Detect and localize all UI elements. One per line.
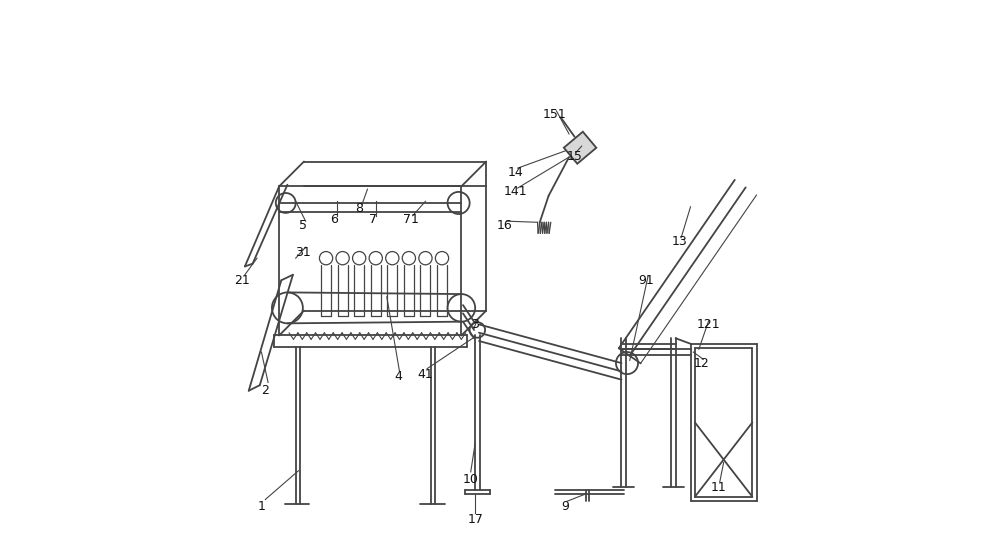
Text: 14: 14 xyxy=(508,166,523,179)
Text: 7: 7 xyxy=(369,213,377,226)
Text: 1: 1 xyxy=(258,500,265,513)
Text: 41: 41 xyxy=(418,367,433,381)
Text: 8: 8 xyxy=(355,202,363,215)
Text: 121: 121 xyxy=(697,318,721,331)
Text: 141: 141 xyxy=(504,185,527,198)
Text: 11: 11 xyxy=(710,481,726,494)
Polygon shape xyxy=(564,132,596,164)
Text: 4: 4 xyxy=(394,370,402,384)
Text: 31: 31 xyxy=(295,246,311,259)
Text: 10: 10 xyxy=(463,472,479,486)
Text: 151: 151 xyxy=(542,108,566,121)
Text: 15: 15 xyxy=(567,149,582,163)
Text: 6: 6 xyxy=(330,213,338,226)
Text: 71: 71 xyxy=(403,213,418,226)
Text: 12: 12 xyxy=(694,357,709,370)
Text: 13: 13 xyxy=(672,235,687,248)
Text: 3: 3 xyxy=(471,318,479,331)
Text: 2: 2 xyxy=(261,384,269,397)
Text: 91: 91 xyxy=(638,274,654,287)
Text: 21: 21 xyxy=(234,274,249,287)
Text: 5: 5 xyxy=(299,219,307,231)
Text: 17: 17 xyxy=(467,513,483,526)
Text: 16: 16 xyxy=(497,219,512,231)
Text: 9: 9 xyxy=(561,500,569,513)
